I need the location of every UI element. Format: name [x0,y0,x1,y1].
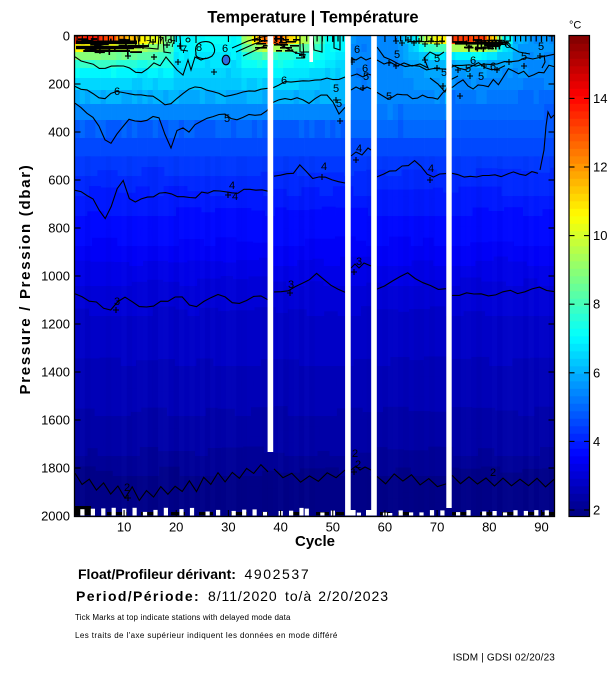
svg-text:14: 14 [593,91,607,106]
svg-text:5: 5 [224,113,230,125]
svg-text:2: 2 [490,467,496,479]
svg-text:ISDM | GDSI 02/20/23: ISDM | GDSI 02/20/23 [453,653,556,664]
svg-text:2: 2 [124,482,130,494]
svg-text:5: 5 [333,83,339,95]
svg-text:4: 4 [232,191,238,203]
svg-text:6: 6 [470,55,476,67]
svg-text:1400: 1400 [41,365,70,380]
svg-text:Cycle: Cycle [295,533,335,550]
svg-text:5: 5 [538,41,544,53]
svg-text:1000: 1000 [41,269,70,284]
svg-text:7: 7 [181,44,187,56]
svg-text:2: 2 [352,448,358,460]
svg-text:4902537: 4902537 [245,566,311,582]
svg-text:Temperature | Température: Temperature | Température [207,9,418,27]
svg-text:50: 50 [326,520,340,535]
svg-text:5: 5 [363,71,369,83]
svg-text:to/à: to/à [285,588,312,604]
svg-text:4: 4 [593,434,600,449]
svg-text:2000: 2000 [41,509,70,524]
svg-text:4: 4 [321,161,327,173]
svg-text:3: 3 [114,296,120,308]
svg-text:7: 7 [146,39,152,50]
svg-text:6: 6 [222,43,228,55]
svg-text:80: 80 [482,520,496,535]
svg-text:4: 4 [356,143,362,155]
svg-text:Les traits de l'axe supérieur: Les traits de l'axe supérieur indiquent … [75,631,338,640]
svg-text:6: 6 [490,61,496,73]
svg-text:7: 7 [170,39,176,50]
svg-text:Pressure / Pression (dbar): Pressure / Pression (dbar) [17,164,34,395]
svg-text:40: 40 [273,520,287,535]
svg-text:5: 5 [521,51,527,63]
svg-text:3: 3 [356,256,362,268]
svg-text:8: 8 [196,42,202,54]
svg-text:70: 70 [430,520,444,535]
svg-text:6: 6 [362,63,368,75]
svg-text:400: 400 [48,125,70,140]
svg-text:10: 10 [117,520,131,535]
svg-text:1200: 1200 [41,317,70,332]
svg-text:0: 0 [63,29,70,44]
svg-text:3: 3 [288,279,294,291]
svg-text:10: 10 [593,228,607,243]
svg-text:90: 90 [534,520,548,535]
svg-text:5: 5 [441,67,447,79]
svg-text:5: 5 [336,98,342,110]
svg-text:6: 6 [354,44,360,56]
svg-text:60: 60 [378,520,392,535]
svg-text:200: 200 [48,77,70,92]
svg-text:°C: °C [569,20,581,32]
svg-text:2: 2 [355,459,361,471]
svg-text:30: 30 [221,520,235,535]
svg-text:600: 600 [48,173,70,188]
svg-text:1600: 1600 [41,413,70,428]
svg-text:6: 6 [114,86,120,98]
svg-text:1800: 1800 [41,461,70,476]
svg-text:2: 2 [593,503,600,518]
svg-text:4: 4 [229,180,235,192]
svg-text:6: 6 [281,75,287,87]
svg-text:800: 800 [48,221,70,236]
svg-text:6: 6 [593,365,600,380]
svg-text:Float/Profileur dérivant:: Float/Profileur dérivant: [78,566,236,582]
svg-text:4: 4 [428,163,434,175]
svg-text:5: 5 [386,91,392,103]
svg-text:20: 20 [169,520,183,535]
svg-text:8: 8 [593,297,600,312]
svg-text:5: 5 [465,63,471,75]
svg-text:5: 5 [394,49,400,61]
svg-text:5: 5 [478,71,484,83]
svg-text:2/20/2023: 2/20/2023 [318,588,389,604]
svg-text:12: 12 [593,160,607,175]
svg-text:Period/Période:: Period/Période: [76,588,200,604]
svg-text:8/11/2020: 8/11/2020 [208,588,278,604]
svg-text:Tick Marks at top indicate sta: Tick Marks at top indicate stations with… [75,613,291,622]
svg-text:5: 5 [434,53,440,65]
